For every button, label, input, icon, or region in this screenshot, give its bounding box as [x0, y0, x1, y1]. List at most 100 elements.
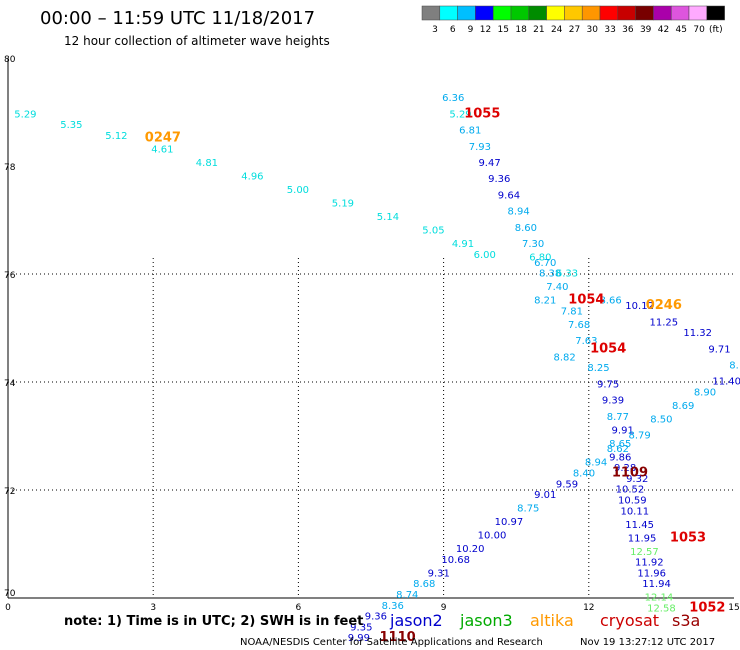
- scale-swatch: [581, 5, 601, 21]
- pass-time-label: 0246: [646, 298, 682, 313]
- satellite-label-jason3: jason3: [459, 611, 513, 630]
- wave-height-point: 11.45: [625, 520, 654, 531]
- scale-swatch: [510, 5, 530, 21]
- x-tick-label: 0: [5, 603, 11, 613]
- scale-label: 6: [450, 25, 456, 35]
- pass-time-label: 1054: [590, 341, 626, 356]
- wave-height-point: 11.40: [712, 377, 740, 388]
- wave-height-point: 10.11: [620, 506, 649, 517]
- wave-height-point: 10.59: [618, 496, 647, 507]
- wave-height-point: 8.94: [585, 458, 607, 469]
- chart-subtitle: 12 hour collection of altimeter wave hei…: [64, 34, 330, 48]
- wave-height-point: 7.81: [561, 307, 583, 318]
- wave-height-point: 5.29: [449, 109, 471, 120]
- wave-height-point: 8.66: [599, 296, 621, 307]
- wave-height-point: 11.25: [649, 317, 678, 328]
- scale-swatch: [617, 5, 636, 21]
- wave-height-point: 11.92: [635, 558, 664, 569]
- scale-label: 36: [622, 25, 634, 35]
- scale-label: 24: [551, 25, 563, 35]
- wave-height-point: 10.52: [616, 485, 645, 496]
- chart-title: 00:00 – 11:59 UTC 11/18/2017: [40, 8, 315, 29]
- wave-height-point: 12.14: [645, 593, 674, 604]
- wave-height-point: 4.91: [452, 239, 474, 250]
- wave-height-point: 7.30: [522, 239, 544, 250]
- wave-height-point: 7.93: [469, 142, 491, 153]
- wave-height-point: 5.14: [377, 212, 399, 223]
- scale-label: 39: [640, 25, 652, 35]
- pass-time-label: 0247: [145, 131, 181, 146]
- wave-height-point: 9.64: [498, 190, 520, 201]
- wave-height-point: 7.40: [546, 282, 568, 293]
- wave-height-point: 9.35: [350, 622, 372, 633]
- wave-height-point: 9.36: [488, 174, 510, 185]
- wave-height-point: 11.96: [637, 568, 666, 579]
- x-tick-label: 9: [441, 603, 447, 613]
- wave-height-point: 7.68: [568, 320, 590, 331]
- grid-lines: [8, 258, 734, 598]
- y-tick-label: 70: [4, 589, 16, 599]
- wave-height-point: 10.20: [456, 544, 485, 555]
- footer-timestamp: Nov 19 13:27:12 UTC 2017: [580, 637, 715, 648]
- wave-height-point: 9.86: [609, 452, 631, 463]
- wave-height-point: 8.25: [587, 363, 609, 374]
- wave-height-point: 10.68: [441, 555, 470, 566]
- pass-time-label: 1054: [568, 293, 604, 308]
- wave-height-point: 9.31: [428, 568, 450, 579]
- x-tick-label: 12: [583, 603, 594, 613]
- scale-label: 12: [480, 25, 491, 35]
- wave-height-point: 9.75: [597, 379, 619, 390]
- scale-swatch: [546, 5, 565, 21]
- wave-height-point: 8.74: [396, 590, 418, 601]
- wave-height-point: 4.81: [196, 158, 218, 169]
- scale-swatch: [688, 5, 708, 21]
- wave-height-point: 8.36: [382, 601, 404, 612]
- satellite-label-s3a: s3a: [672, 611, 700, 630]
- wave-height-point: 4.96: [241, 172, 263, 183]
- wave-height-point: 8.79: [628, 431, 650, 442]
- color-scale-legend: 3 6 9 12 15 18 21 24 27 30 33 36 39 42 45 70 (ft): [421, 5, 725, 35]
- scale-swatch: [475, 5, 494, 21]
- y-tick-label: 80: [4, 55, 16, 65]
- wave-height-point: 11.94: [642, 579, 671, 590]
- wave-height-point: 5.05: [422, 226, 444, 237]
- scale-label: 18: [515, 25, 527, 35]
- satellite-label-jason2: jason2: [389, 611, 443, 630]
- wave-height-point: 6.80: [529, 253, 551, 264]
- scale-label: 21: [533, 25, 544, 35]
- wave-height-point: 10.00: [478, 531, 507, 542]
- scale-swatch: [635, 5, 654, 21]
- wave-height-point: 8.: [729, 361, 739, 372]
- wave-height-point: 6.00: [474, 250, 496, 261]
- wave-height-point: 8.68: [413, 579, 435, 590]
- footer-credit: NOAA/NESDIS Center for Satellite Applica…: [240, 637, 543, 648]
- wave-height-point: 9.39: [602, 396, 624, 407]
- axes: 0 3 6 9 12 15 70 72 74 76 78 80: [4, 55, 740, 613]
- satellite-label-cryosat: cryosat: [600, 611, 659, 630]
- wave-height-point: 12.58: [647, 604, 676, 615]
- scale-swatch: [670, 5, 690, 21]
- wave-height-point: 9.01: [534, 490, 556, 501]
- y-tick-label: 76: [4, 271, 16, 281]
- scale-swatch: [457, 5, 476, 21]
- wave-height-point: 12.57: [630, 547, 659, 558]
- wave-height-point: 8.77: [607, 412, 629, 423]
- wave-height-point: 9.91: [612, 425, 634, 436]
- scale-label: 9: [468, 25, 474, 35]
- wave-height-point: 5.29: [14, 109, 36, 120]
- x-tick-label: 15: [728, 603, 739, 613]
- x-tick-label: 3: [150, 603, 156, 613]
- scale-label: 30: [587, 25, 599, 35]
- wave-height-point: 9.99: [348, 633, 370, 644]
- scale-swatch: [706, 5, 725, 21]
- satellite-legend: jason2 jason3 altika cryosat s3a: [389, 611, 700, 630]
- y-tick-label: 74: [4, 379, 16, 389]
- wave-height-point: 8.38: [539, 269, 561, 280]
- wave-height-point: 4.61: [151, 145, 173, 156]
- scale-swatch: [528, 5, 547, 21]
- scale-label: 33: [604, 25, 615, 35]
- wave-height-point: 8.65: [609, 439, 631, 450]
- wave-height-point: 5.35: [60, 120, 82, 131]
- wave-height-point: 8.75: [517, 504, 539, 515]
- scale-swatch: [421, 5, 441, 21]
